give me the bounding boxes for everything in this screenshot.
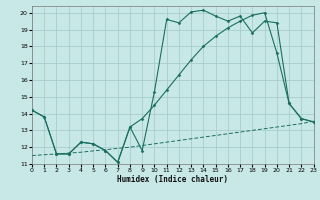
X-axis label: Humidex (Indice chaleur): Humidex (Indice chaleur): [117, 175, 228, 184]
